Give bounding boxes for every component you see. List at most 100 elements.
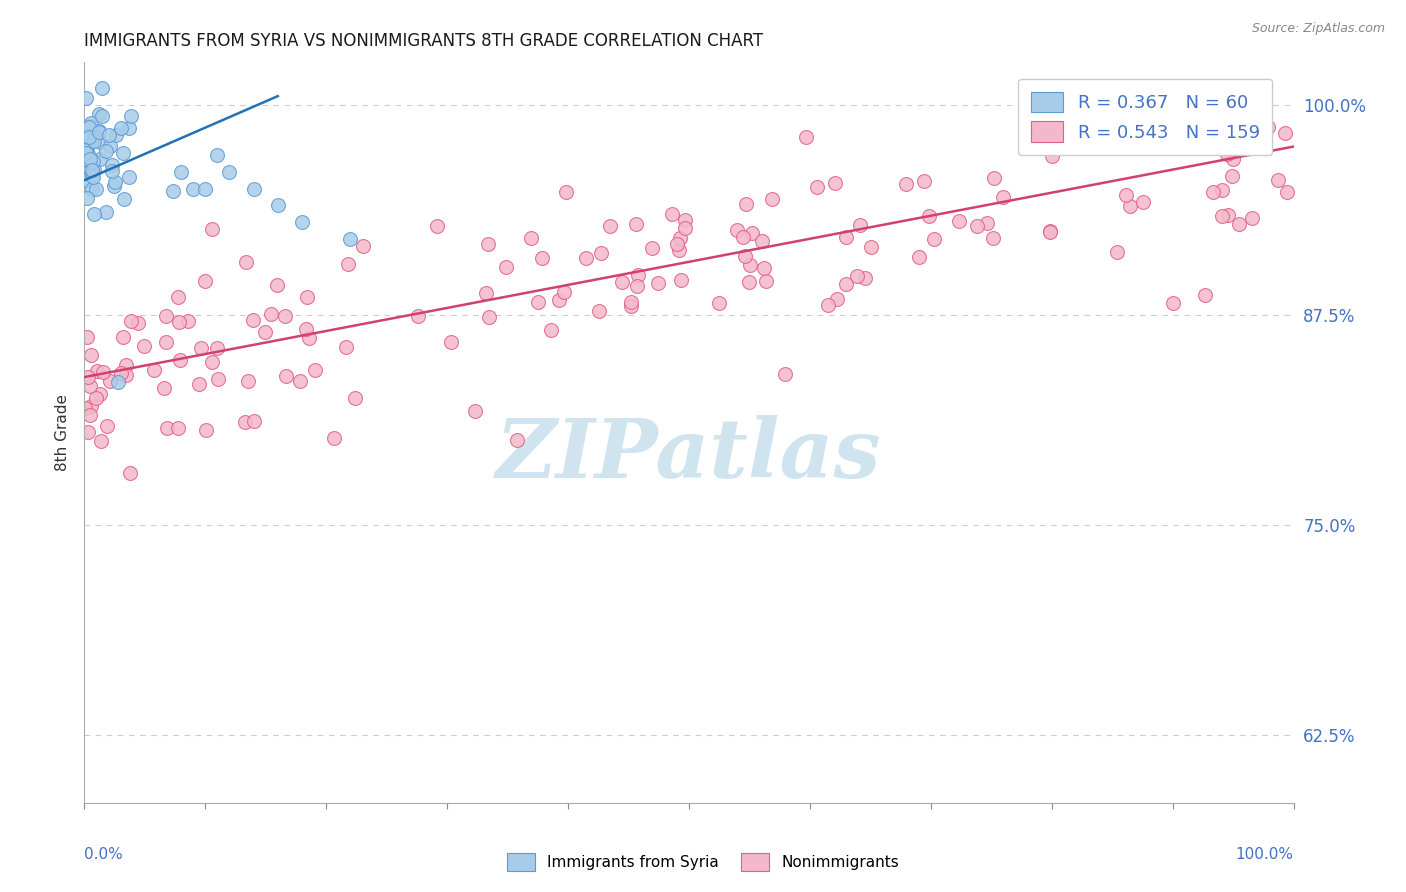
Point [118,120,141,135]
Point [104,175,127,189]
Point [132,339,155,353]
Point [83,163,105,178]
Point [352,239,374,253]
Point [86,391,108,405]
Point [207,372,229,386]
Point [835,277,858,292]
Point [238,374,260,388]
Point [1216,146,1239,161]
Point [89,135,111,149]
Point [75,145,97,160]
Point [75,143,97,157]
Point [966,219,988,233]
Point [89,387,111,401]
Point [170,165,193,179]
Point [1267,173,1289,187]
Text: ZIPatlas: ZIPatlas [496,415,882,495]
Point [87,124,110,138]
Point [110,120,132,135]
Point [166,290,188,304]
Point [1039,224,1062,238]
Point [194,181,217,195]
Point [288,374,311,388]
Point [669,273,692,287]
Point [991,190,1014,204]
Point [860,240,883,254]
Point [143,363,166,377]
Point [1115,187,1137,202]
Point [626,217,648,231]
Point [89,106,111,120]
Point [294,322,316,336]
Point [1188,80,1211,95]
Point [304,363,326,377]
Point [76,137,98,152]
Point [169,315,191,329]
Point [983,170,1005,185]
Point [406,309,429,323]
Point [440,334,463,349]
Point [922,231,945,245]
Point [80,182,103,196]
Point [153,382,176,396]
Point [77,146,100,161]
Point [1119,199,1142,213]
Point [201,355,224,369]
Point [162,184,184,198]
Point [103,179,125,194]
Point [80,399,103,413]
Point [156,421,179,435]
Point [127,316,149,330]
Point [120,466,142,480]
Point [1216,208,1239,222]
Point [575,252,598,266]
Point [101,158,124,172]
Point [86,364,108,378]
Point [668,243,690,257]
Point [1220,169,1243,183]
Point [115,368,138,383]
Point [1211,209,1233,223]
Point [673,221,696,235]
Point [734,197,756,211]
Legend: Immigrants from Syria, Nonimmigrants: Immigrants from Syria, Nonimmigrants [501,847,905,877]
Point [80,168,103,182]
Point [195,423,218,437]
Point [91,80,114,95]
Point [824,177,846,191]
Point [553,285,575,300]
Point [1194,288,1216,302]
Point [82,153,104,168]
Point [291,215,314,229]
Point [853,271,876,285]
Point [82,130,104,145]
Point [731,230,754,244]
Point [665,237,688,252]
Point [1234,139,1257,153]
Point [741,227,763,241]
Point [77,425,100,440]
Point [104,128,127,142]
Point [243,414,266,428]
Point [849,218,872,232]
Point [80,115,103,129]
Point [112,192,135,206]
Point [673,212,696,227]
Point [1161,295,1184,310]
Point [505,433,527,447]
Point [94,204,117,219]
Point [155,309,177,323]
Point [107,375,129,389]
Point [242,313,264,327]
Point [908,251,931,265]
Point [640,241,662,255]
Point [339,232,361,246]
Point [1039,225,1062,239]
Point [96,418,118,433]
Point [79,408,101,422]
Point [1211,183,1233,197]
Point [707,296,730,310]
Point [110,366,132,380]
Point [976,216,998,230]
Point [520,231,543,245]
